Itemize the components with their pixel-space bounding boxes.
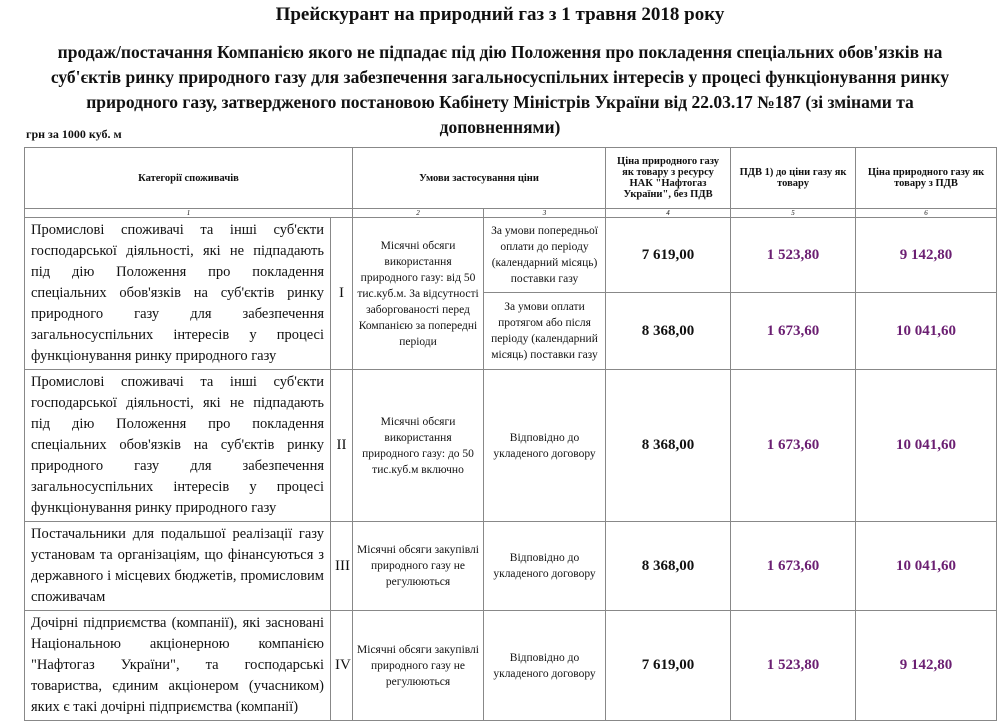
roman-cell: IV — [329, 610, 354, 721]
table-row: За умови оплати протягом або після періо… — [25, 292, 998, 370]
price-cell: 8 368,00 — [605, 521, 732, 611]
total-cell: 9 142,80 — [855, 610, 998, 721]
header-row: Категорії споживачів Умови застосування … — [23, 147, 998, 209]
header-vat: ПДВ 1) до ціни газу як товару — [730, 147, 857, 209]
header-conditions: Умови застосування ціни — [352, 147, 607, 209]
category-cell: Промислові споживачі та інші суб'єкти го… — [24, 217, 331, 370]
header-total: Ціна природного газу як товару з ПДВ — [855, 147, 998, 209]
vat-cell: 1 523,80 — [730, 216, 857, 294]
price-cell: 8 368,00 — [605, 369, 732, 522]
vat-cell: 1 673,60 — [730, 292, 857, 370]
vat-cell: 1 673,60 — [730, 369, 857, 522]
roman-cell: I — [329, 217, 354, 370]
column-number-row: 1 2 3 4 5 6 — [23, 208, 998, 218]
terms-cell: Відповідно до укладеного договору — [483, 521, 607, 611]
terms-cell: За умови оплати протягом або після періо… — [483, 292, 607, 370]
vat-cell: 1 523,80 — [730, 610, 857, 721]
condition-cell: Місячні обсяги закупівлі природного газу… — [352, 521, 485, 611]
total-cell: 9 142,80 — [855, 216, 998, 294]
table-row: Промислові споживачі та інші суб'єкти го… — [24, 216, 998, 370]
terms-cell: Відповідно до укладеного договору — [483, 610, 607, 721]
condition-cell: Місячні обсяги закупівлі природного газу… — [352, 610, 485, 721]
category-cell: Постачальники для подальшої реалізації г… — [24, 521, 331, 611]
table-row: Постачальники для подальшої реалізації г… — [24, 521, 998, 611]
roman-cell: II — [329, 369, 354, 522]
document-subtitle: продаж/постачання Компанією якого не під… — [50, 42, 950, 137]
header-price: Ціна природного газу як товару з ресурсу… — [605, 147, 732, 209]
total-cell: 10 041,60 — [855, 521, 998, 611]
category-cell: Дочірні підприємства (компанії), які зас… — [24, 610, 331, 721]
table-row: Дочірні підприємства (компанії), які зас… — [24, 610, 998, 721]
price-table: Категорії споживачів Умови застосування … — [23, 147, 998, 721]
col-number: 1 — [23, 208, 354, 218]
vat-cell: 1 673,60 — [730, 521, 857, 611]
col-number: 3 — [483, 208, 607, 218]
col-number: 4 — [605, 208, 732, 218]
col-number: 2 — [352, 208, 485, 218]
document-title: Прейскурант на природний газ з 1 травня … — [275, 4, 725, 25]
price-cell: 7 619,00 — [605, 610, 732, 721]
total-cell: 10 041,60 — [855, 292, 998, 370]
condition-cell: Місячні обсяги використання природного г… — [352, 369, 485, 522]
col-number: 5 — [730, 208, 857, 218]
roman-cell: III — [329, 521, 354, 611]
header-category: Категорії споживачів — [23, 147, 354, 209]
category-cell: Промислові споживачі та інші суб'єкти го… — [24, 369, 331, 522]
total-cell: 10 041,60 — [855, 369, 998, 522]
price-cell: 8 368,00 — [605, 292, 732, 370]
unit-label: грн за 1000 куб. м — [26, 127, 122, 141]
condition-cell: Місячні обсяги використання природного г… — [352, 217, 485, 370]
table-row: Промислові споживачі та інші суб'єкти го… — [24, 369, 998, 522]
col-number: 6 — [855, 208, 998, 218]
price-cell: 7 619,00 — [605, 216, 732, 294]
terms-cell: Відповідно до укладеного договору — [483, 369, 607, 522]
terms-cell: За умови попередньої оплати до періоду (… — [483, 216, 607, 294]
